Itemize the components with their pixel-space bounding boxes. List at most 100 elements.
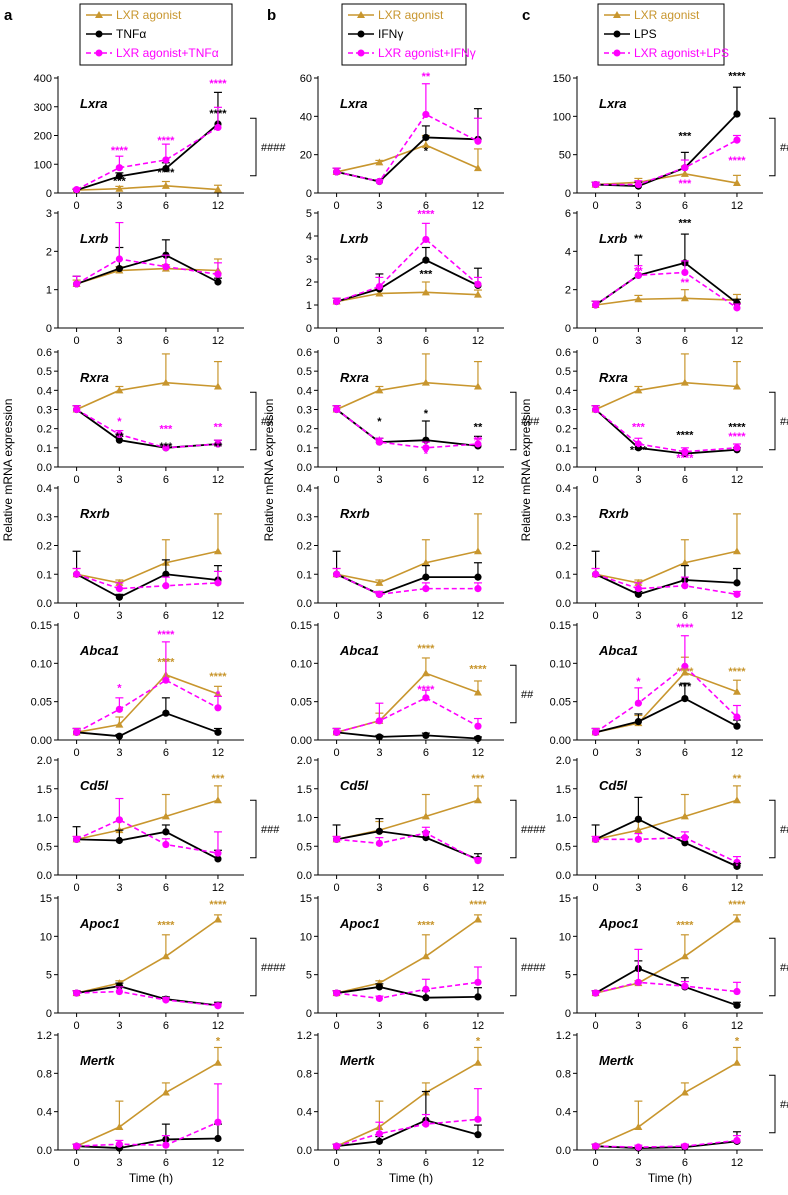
bracket-label: #### [780, 824, 788, 836]
data-point-circle [681, 1142, 689, 1150]
data-point-circle [592, 1142, 600, 1150]
data-point-circle [73, 835, 81, 843]
significance-stars: *** [159, 441, 173, 453]
series-combo [591, 405, 741, 456]
x-tick-label: 6 [163, 1157, 169, 1169]
significance-stars: **** [469, 664, 487, 676]
x-tick-label: 0 [74, 882, 80, 894]
x-tick-label: 0 [593, 1020, 599, 1032]
series-line [76, 799, 219, 841]
x-tick-label: 12 [472, 474, 484, 486]
x-tick-label: 0 [334, 335, 340, 347]
x-tick-label: 3 [635, 610, 641, 622]
x-tick-label: 6 [682, 1157, 688, 1169]
y-tick-label: 0.5 [297, 841, 312, 853]
x-tick-label: 3 [116, 882, 122, 894]
series-line [336, 381, 479, 411]
x-tick-label: 12 [731, 882, 743, 894]
data-point-circle [634, 978, 642, 986]
data-point-circle [681, 839, 689, 847]
significance-bracket [250, 937, 257, 997]
significance-stars: **** [417, 920, 435, 932]
series-line [336, 830, 479, 861]
gene-title: Mertk [599, 1053, 634, 1068]
series-line [336, 550, 479, 584]
chart-b-Abca1: 0.00 0.05 0.10 0.15 0 3 6 12 Abca1 **** **** **** ## [291, 620, 535, 759]
data-point-circle [681, 982, 689, 990]
y-tick-label: 2.0 [297, 755, 312, 767]
y-tick-label: 0.15 [291, 620, 312, 632]
significance-bracket [769, 1074, 776, 1134]
x-tick-label: 6 [423, 1157, 429, 1169]
data-point-triangle [421, 288, 430, 296]
series-combo [332, 966, 482, 1003]
significance-stars: **** [417, 209, 435, 221]
y-tick-label: 0.00 [31, 735, 52, 747]
data-point-triangle [473, 164, 482, 172]
data-point-triangle [473, 382, 482, 390]
data-point-circle [634, 180, 642, 189]
series-line [336, 1118, 479, 1147]
significance-stars: **** [676, 622, 694, 634]
data-point-circle [73, 989, 81, 997]
x-tick-label: 6 [423, 1020, 429, 1032]
y-tick-label: 15 [40, 893, 52, 905]
series-agonist [332, 281, 482, 305]
data-point-circle [73, 1142, 81, 1150]
series-treat [591, 796, 741, 870]
y-tick-label: 0.15 [31, 620, 52, 632]
y-tick-label: 0.8 [37, 1068, 52, 1080]
x-tick-label: 3 [116, 747, 122, 759]
series-combo [332, 83, 482, 186]
data-point-circle [115, 430, 123, 439]
y-tick-label: 0.2 [297, 424, 312, 436]
data-point-triangle [680, 1088, 689, 1096]
series-line [76, 123, 219, 191]
y-tick-label: 0.05 [291, 697, 312, 709]
x-tick-label: 0 [593, 200, 599, 212]
series-combo [72, 1083, 222, 1150]
significance-stars: ** [422, 71, 431, 83]
series-line [336, 1119, 479, 1148]
legend-label: LXR agonist+LPS [634, 46, 729, 60]
x-tick-label: 12 [212, 335, 224, 347]
data-point-circle [422, 994, 430, 1002]
x-axis-title: Time (h) [648, 1171, 692, 1185]
series-treat [72, 550, 222, 601]
data-point-circle [333, 728, 341, 736]
series-combo [332, 1088, 482, 1150]
series-agonist [332, 513, 482, 586]
significance-bracket [510, 664, 517, 724]
data-point-triangle [732, 382, 741, 390]
significance-stars: *** [113, 175, 127, 187]
legend-label: LXR agonist [634, 8, 700, 22]
y-tick-label: 0 [306, 1008, 312, 1020]
data-point-circle [733, 110, 741, 118]
bracket-label: #### [261, 962, 286, 974]
data-point-triangle [732, 796, 741, 804]
data-point-circle [733, 579, 741, 587]
data-point-circle [162, 996, 170, 1004]
series-line [76, 673, 219, 734]
data-point-triangle [680, 378, 689, 386]
data-point-circle [634, 699, 642, 707]
series-line [595, 297, 737, 306]
significance-stars: ** [474, 422, 483, 434]
data-point-triangle [421, 378, 430, 386]
series-combo [72, 405, 222, 452]
series-combo [332, 405, 482, 452]
y-tick-label: 1.2 [37, 1030, 52, 1042]
data-point-circle [375, 438, 383, 446]
data-point-triangle [421, 812, 430, 820]
data-point-circle [115, 172, 123, 180]
data-point-circle [115, 987, 123, 996]
significance-stars: **** [728, 71, 746, 83]
significance-bracket [769, 391, 776, 451]
y-tick-label: 1.5 [556, 784, 571, 796]
y-axis-title: Relative mRNA expression [1, 399, 15, 542]
series-line [595, 573, 738, 596]
data-point-circle [422, 731, 430, 740]
series-treat [332, 405, 482, 450]
